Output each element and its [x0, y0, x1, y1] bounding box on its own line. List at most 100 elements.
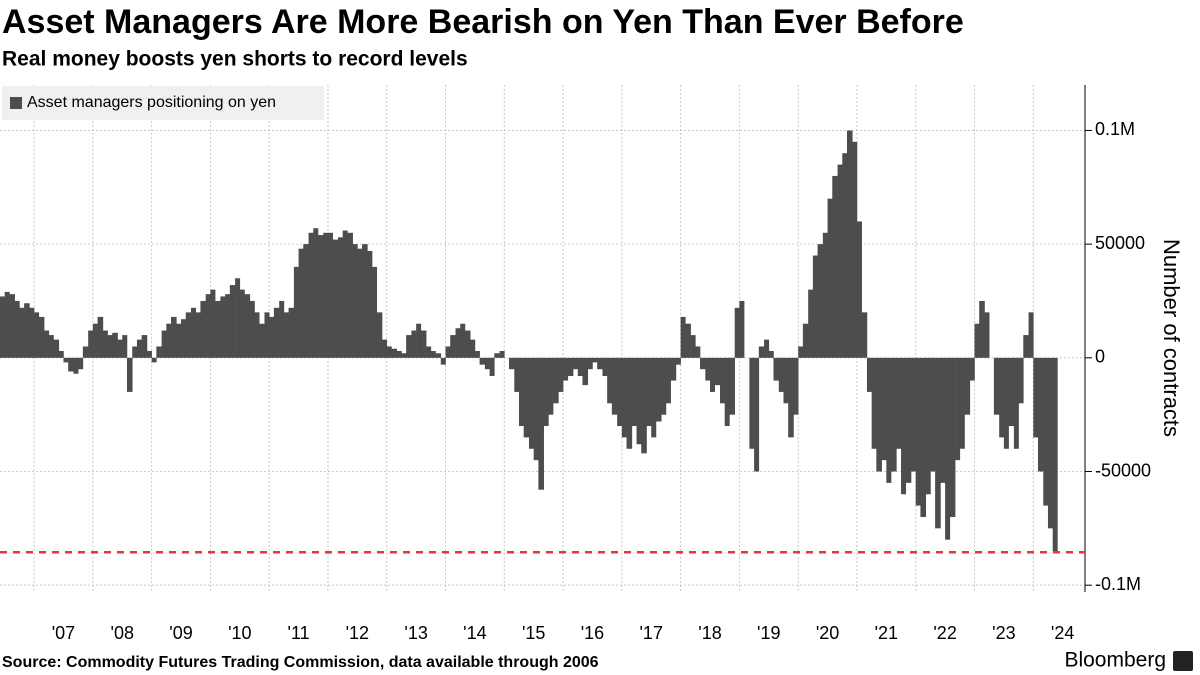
bar	[411, 330, 417, 358]
bar	[700, 357, 706, 370]
bar	[426, 346, 432, 358]
bar	[181, 319, 187, 358]
bar	[871, 357, 877, 449]
bar	[132, 346, 138, 358]
bar	[313, 228, 319, 358]
bar	[508, 357, 515, 370]
bar	[376, 312, 383, 358]
bar	[911, 357, 917, 472]
bar	[337, 237, 343, 358]
bar	[166, 323, 172, 358]
bar	[440, 357, 446, 365]
bar	[430, 351, 436, 358]
bar	[229, 285, 236, 358]
bar	[362, 244, 368, 358]
bar	[161, 330, 167, 358]
bar	[886, 357, 892, 483]
bar	[38, 316, 45, 358]
bar	[724, 357, 730, 427]
x-tick-label: '22	[933, 623, 956, 643]
bar	[920, 357, 927, 517]
bar	[215, 300, 221, 358]
bar	[293, 266, 299, 358]
bar	[489, 357, 495, 377]
bar	[1047, 357, 1053, 529]
bar	[964, 357, 971, 415]
x-tick-label: '19	[757, 623, 780, 643]
y-tick-label: -0.1M	[1095, 574, 1141, 594]
bar	[720, 357, 726, 404]
bar	[636, 357, 642, 445]
bar	[514, 357, 520, 392]
bar	[680, 316, 686, 358]
bar	[249, 300, 255, 358]
x-tick-label: '15	[522, 623, 545, 643]
bar	[200, 300, 207, 358]
bar	[484, 357, 490, 370]
bar	[269, 316, 275, 358]
bar	[935, 357, 941, 529]
bar	[176, 323, 182, 358]
bar	[479, 357, 486, 365]
bar	[327, 232, 333, 358]
legend-box	[2, 86, 324, 120]
bar	[563, 357, 569, 381]
bar	[802, 323, 809, 358]
bar	[670, 357, 677, 381]
bar	[538, 357, 544, 490]
bar	[930, 357, 936, 472]
bar	[754, 357, 760, 472]
bar	[705, 357, 711, 381]
bar	[783, 357, 789, 404]
bar	[617, 357, 623, 427]
bar	[758, 346, 765, 358]
x-tick-label: '20	[816, 623, 839, 643]
bar	[1013, 357, 1019, 449]
bar	[607, 357, 613, 404]
bar	[4, 291, 10, 358]
bar	[464, 330, 471, 358]
bar	[73, 357, 79, 374]
bar	[621, 357, 627, 438]
bar	[714, 357, 721, 386]
bar	[171, 316, 177, 358]
bar	[332, 239, 339, 358]
bar	[68, 357, 74, 372]
bar	[846, 130, 853, 358]
brand: Bloomberg	[1064, 649, 1166, 672]
bar	[729, 357, 735, 415]
bar	[474, 351, 480, 358]
bar	[460, 323, 466, 358]
bar	[582, 357, 589, 386]
bar	[959, 357, 965, 449]
bar	[773, 357, 780, 381]
bar	[347, 232, 353, 358]
bar	[117, 339, 123, 358]
bar	[396, 351, 402, 358]
x-tick-label: '13	[404, 623, 427, 643]
bar	[690, 335, 696, 358]
bar	[548, 357, 554, 415]
bar	[244, 294, 251, 358]
bar	[665, 357, 671, 404]
x-tick-label: '08	[111, 623, 134, 643]
bar	[97, 316, 104, 358]
bar	[901, 357, 907, 495]
y-axis-label: Number of contracts	[1159, 239, 1184, 437]
bar	[220, 296, 226, 358]
chart-subtitle: Real money boosts yen shorts to record l…	[2, 48, 468, 71]
y-tick-label: 0	[1095, 347, 1105, 367]
bar	[279, 300, 285, 358]
source-note: Source: Commodity Futures Trading Commis…	[2, 654, 599, 671]
bar	[239, 289, 245, 358]
x-tick-label: '12	[346, 623, 369, 643]
bar	[861, 312, 868, 358]
bar	[528, 357, 534, 449]
bar	[661, 357, 667, 415]
bar	[969, 357, 975, 381]
bar	[455, 328, 461, 358]
bar	[288, 307, 295, 358]
bar	[533, 357, 539, 461]
bar	[416, 323, 422, 358]
bar	[126, 357, 133, 392]
